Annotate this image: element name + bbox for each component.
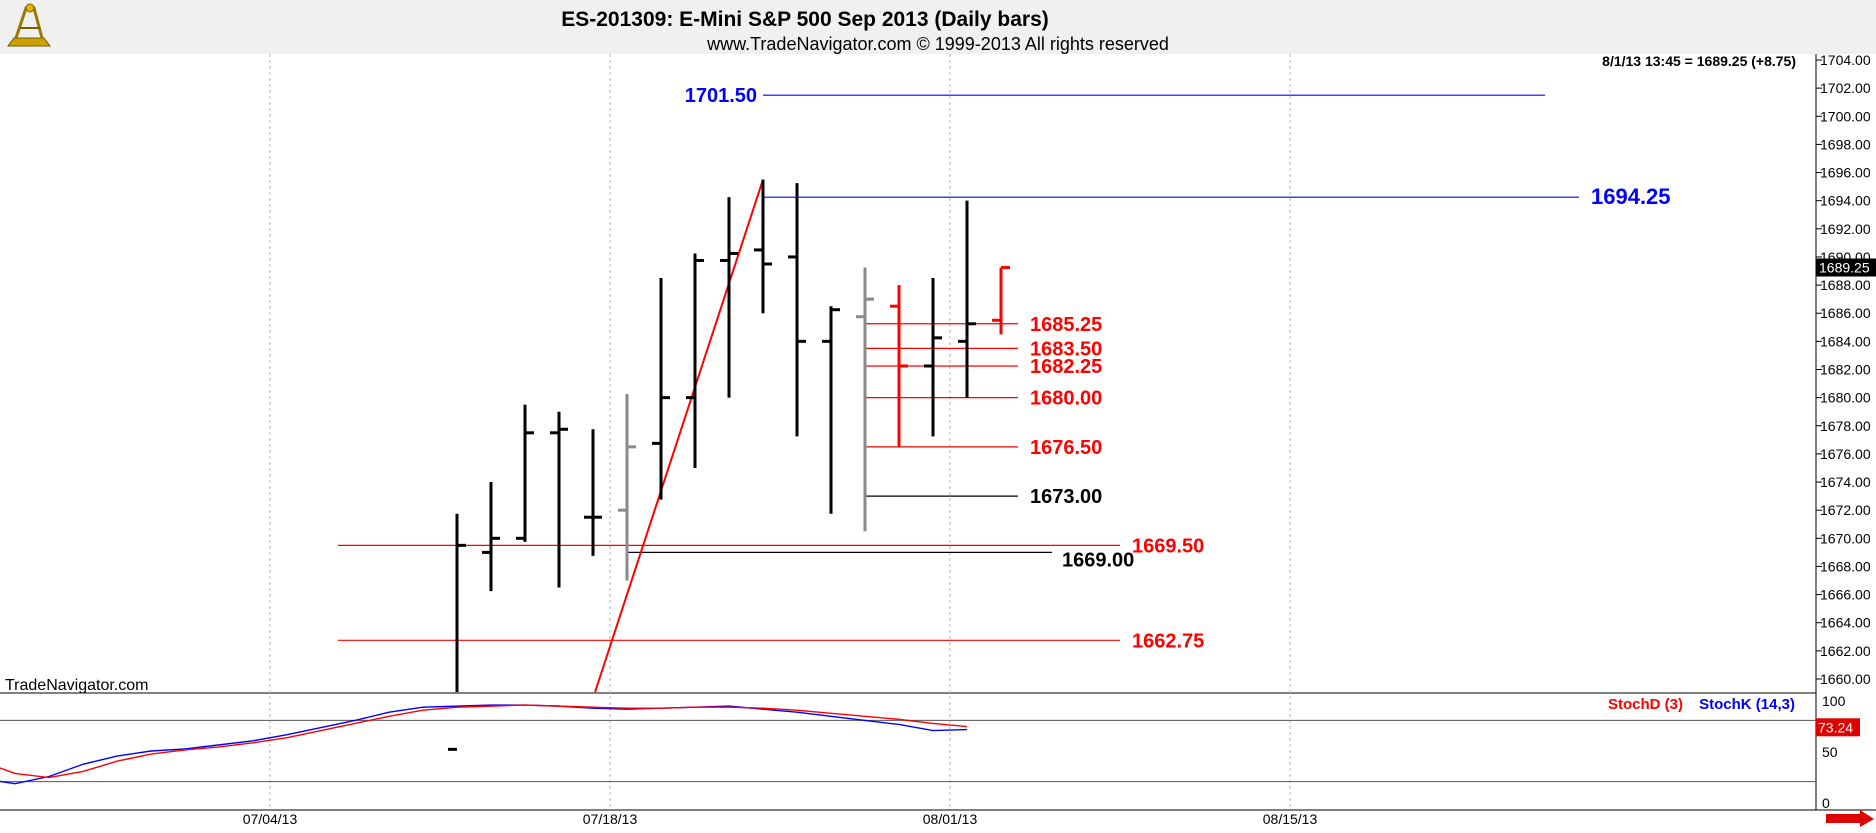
last-quote: 8/1/13 13:45 = 1689.25 (+8.75) [1602,53,1796,69]
y-tick-label: 1682.00 [1820,362,1871,378]
y-tick-label: 1702.00 [1820,80,1871,96]
y-tick-label: 1694.00 [1820,193,1871,209]
y-tick-label: 1662.00 [1820,643,1871,659]
x-tick-label: 07/04/13 [243,811,298,827]
stoch-y-tick-label: 0 [1822,795,1830,811]
level-label: 1694.25 [1591,184,1671,209]
level-label: 1683.50 [1030,338,1102,360]
y-tick-label: 1670.00 [1820,530,1871,546]
sextant-logo-icon [7,3,51,47]
y-tick-label: 1672.00 [1820,502,1871,518]
stoch-series-line [0,704,968,785]
chart-title: ES-201309: E-Mini S&P 500 Sep 2013 (Dail… [561,8,1049,31]
watermark-text: TradeNavigator.com [5,677,148,694]
stoch-y-tick-label: 100 [1822,693,1846,709]
y-tick-label: 1684.00 [1820,333,1871,349]
y-tick-label: 1660.00 [1820,671,1871,687]
x-tick-label: 08/01/13 [923,811,978,827]
y-tick-label: 1698.00 [1820,136,1871,152]
y-tick-label: 1664.00 [1820,615,1871,631]
y-tick-label: 1678.00 [1820,418,1871,434]
legend-stoch-k: StochK (14,3) [1699,696,1795,713]
level-label: 1682.25 [1030,356,1102,378]
y-tick-label: 1674.00 [1820,474,1871,490]
trend-line [594,179,764,693]
header-bar [0,0,1876,54]
stoch-last-value-label: 73.24 [1818,719,1853,735]
stoch-y-tick-label: 50 [1822,744,1838,760]
last-price-label: 1689.25 [1819,260,1870,276]
last-price-box [1816,258,1876,277]
legend-stoch-d: StochD (3) [1608,696,1683,713]
level-label: 1680.00 [1030,388,1102,410]
y-tick-label: 1666.00 [1820,587,1871,603]
y-tick-label: 1692.00 [1820,221,1871,237]
ohlc-bars [448,179,1010,751]
grid-lines [269,54,1291,810]
stochastic-pane: 100 50 0 StochD (3) StochK (14,3) 73.24 [0,693,1860,811]
level-label: 1701.50 [685,85,757,107]
x-tick-label: 07/18/13 [583,811,638,827]
x-tick-label: 08/15/13 [1263,811,1318,827]
price-axis-ticks: 1660.00 1662.00 1664.00 1666.00 1668.00 1670.… [1816,52,1876,687]
y-tick-label: 1696.00 [1820,165,1871,181]
scroll-right-arrow-icon[interactable] [1826,810,1874,827]
stoch-series-line [0,704,968,779]
y-tick-label: 1668.00 [1820,558,1871,574]
level-label: 1662.75 [1132,630,1204,652]
level-label: 1673.00 [1030,486,1102,508]
y-tick-label: 1680.00 [1820,390,1871,406]
level-label: 1676.50 [1030,437,1102,459]
y-tick-label: 1676.00 [1820,446,1871,462]
chart-subtitle: www.TradeNavigator.com © 1999-2013 All r… [706,34,1169,54]
level-label: 1685.25 [1030,314,1102,336]
level-label: 1669.50 [1132,535,1204,557]
level-label: 1669.00 [1062,549,1134,571]
trend-line-segment [594,179,764,693]
y-tick-label: 1704.00 [1820,52,1871,68]
y-tick-label: 1700.00 [1820,108,1871,124]
y-tick-label: 1686.00 [1820,305,1871,321]
stoch-last-value-box [1816,718,1860,737]
y-tick-label: 1688.00 [1820,277,1871,293]
